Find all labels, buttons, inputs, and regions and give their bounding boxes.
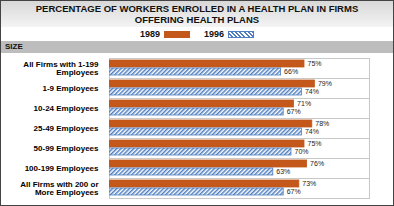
svg-text:100-199 Employees: 100-199 Employees — [25, 164, 99, 173]
svg-text:74%: 74% — [305, 88, 319, 95]
svg-text:75%: 75% — [308, 60, 322, 67]
svg-text:70%: 70% — [295, 148, 309, 155]
svg-text:All Firms with 1-199Employees: All Firms with 1-199Employees — [23, 60, 99, 77]
svg-text:25-49 Employees: 25-49 Employees — [34, 124, 99, 133]
svg-text:1-9 Employees: 1-9 Employees — [42, 84, 99, 93]
svg-text:10-24 Employees: 10-24 Employees — [34, 104, 99, 113]
html-text:PERCENTAGE OF WORKERS ENROLLED: PERCENTAGE OF WORKERS ENROLLED IN A HEAL… — [35, 3, 359, 25]
svg-text:74%: 74% — [305, 128, 319, 135]
svg-text:73%: 73% — [302, 180, 316, 187]
svg-text:67%: 67% — [287, 188, 301, 195]
html-text:SIZE: SIZE — [5, 42, 23, 51]
svg-text:63%: 63% — [276, 168, 290, 175]
svg-text:50-99 Employees: 50-99 Employees — [34, 144, 99, 153]
svg-text:75%: 75% — [308, 140, 322, 147]
html-text:1989: 1989 — [140, 29, 160, 39]
svg-text:66%: 66% — [284, 68, 298, 75]
svg-text:79%: 79% — [318, 80, 332, 87]
svg-text:67%: 67% — [287, 108, 301, 115]
svg-text:71%: 71% — [297, 100, 311, 107]
svg-text:76%: 76% — [310, 160, 324, 167]
html-text:1996: 1996 — [204, 29, 224, 39]
svg-text:All Firms with 200 orMore Empl: All Firms with 200 orMore Employees — [20, 180, 99, 197]
svg-text:78%: 78% — [315, 120, 329, 127]
